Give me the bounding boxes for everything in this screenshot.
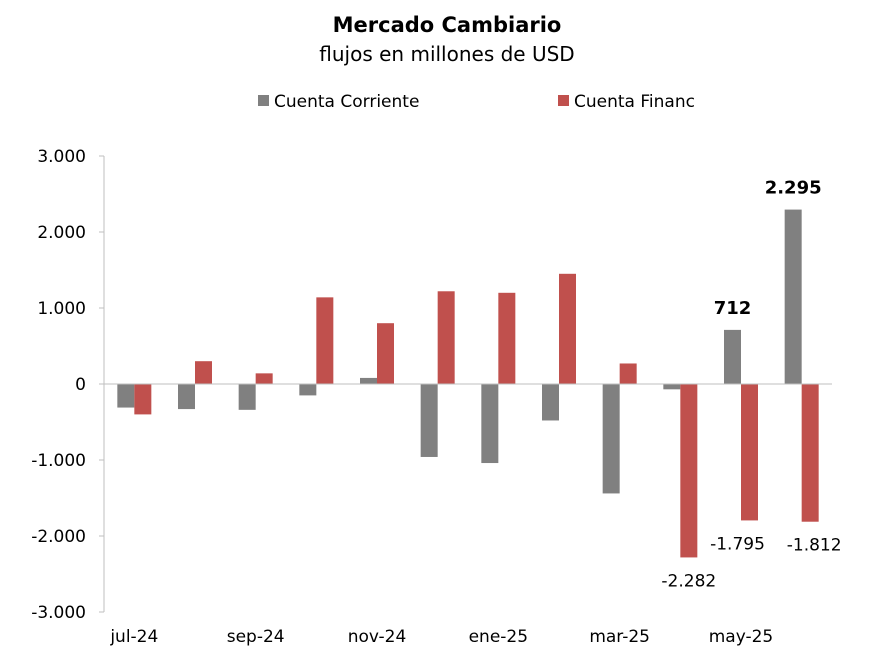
bar-cuenta-corriente xyxy=(663,384,681,390)
bar-cuenta-financ xyxy=(134,384,152,415)
chart-title: Mercado Cambiario xyxy=(333,13,562,37)
legend-swatch-cuenta-corriente xyxy=(258,95,269,106)
bar-cuenta-financ xyxy=(559,273,576,384)
bar-cuenta-financ xyxy=(741,384,758,521)
bar-cuenta-financ xyxy=(377,323,394,384)
bar-cuenta-financ xyxy=(437,291,455,384)
data-label: 712 xyxy=(714,298,752,319)
y-tick-label: -1.000 xyxy=(31,451,86,471)
bar-cuenta-corriente xyxy=(238,384,256,410)
data-label: 2.295 xyxy=(765,178,822,199)
bar-cuenta-financ xyxy=(680,384,698,558)
data-label: -1.812 xyxy=(787,536,842,556)
x-tick-label: sep-24 xyxy=(227,627,285,647)
x-tick-label: nov-24 xyxy=(348,627,407,647)
bar-cuenta-financ xyxy=(498,292,516,384)
bar-cuenta-corriente xyxy=(602,384,620,494)
x-tick-label: may-25 xyxy=(709,627,774,647)
legend: Cuenta Corriente Cuenta Financ xyxy=(258,92,695,112)
bars xyxy=(117,209,819,558)
bar-cuenta-corriente xyxy=(299,384,317,396)
y-tick-label: -3.000 xyxy=(31,603,86,623)
bar-cuenta-corriente xyxy=(360,377,377,384)
data-label: -2.282 xyxy=(661,571,716,591)
y-tick-label: 3.000 xyxy=(37,147,86,167)
bar-cuenta-financ xyxy=(316,297,334,384)
bar-cuenta-financ xyxy=(195,361,212,384)
bar-cuenta-financ xyxy=(619,363,637,384)
bar-cuenta-financ xyxy=(255,373,273,384)
y-tick-label: 1.000 xyxy=(37,299,86,319)
legend-swatch-cuenta-financ xyxy=(558,95,569,106)
bar-cuenta-financ xyxy=(801,384,819,522)
bar-cuenta-corriente xyxy=(481,384,499,464)
bar-cuenta-corriente xyxy=(420,384,438,457)
data-labels: 712 2.295 -2.282 -1.795 -1.812 xyxy=(661,178,841,592)
y-tick-label: 0 xyxy=(75,375,86,395)
bar-cuenta-corriente xyxy=(542,384,559,421)
bar-cuenta-corriente xyxy=(784,209,802,384)
x-tick-label: mar-25 xyxy=(589,627,650,647)
bar-cuenta-corriente xyxy=(724,329,741,384)
bar-cuenta-corriente xyxy=(178,384,195,410)
x-tick-label: jul-24 xyxy=(109,627,158,647)
legend-label-cuenta-financ: Cuenta Financ xyxy=(574,92,695,112)
x-tick-label: ene-25 xyxy=(469,627,528,647)
bar-cuenta-corriente xyxy=(117,384,135,408)
legend-label-cuenta-corriente: Cuenta Corriente xyxy=(274,92,419,112)
y-axis: 3.000 2.000 1.000 0 -1.000 -2.000 -3.000 xyxy=(31,147,105,623)
chart-subtitle: flujos en millones de USD xyxy=(319,42,574,66)
y-tick-label: -2.000 xyxy=(31,527,86,547)
y-tick-label: 2.000 xyxy=(37,223,86,243)
data-label: -1.795 xyxy=(710,534,765,554)
x-axis: jul-24 sep-24 nov-24 ene-25 mar-25 may-25 xyxy=(104,383,832,647)
